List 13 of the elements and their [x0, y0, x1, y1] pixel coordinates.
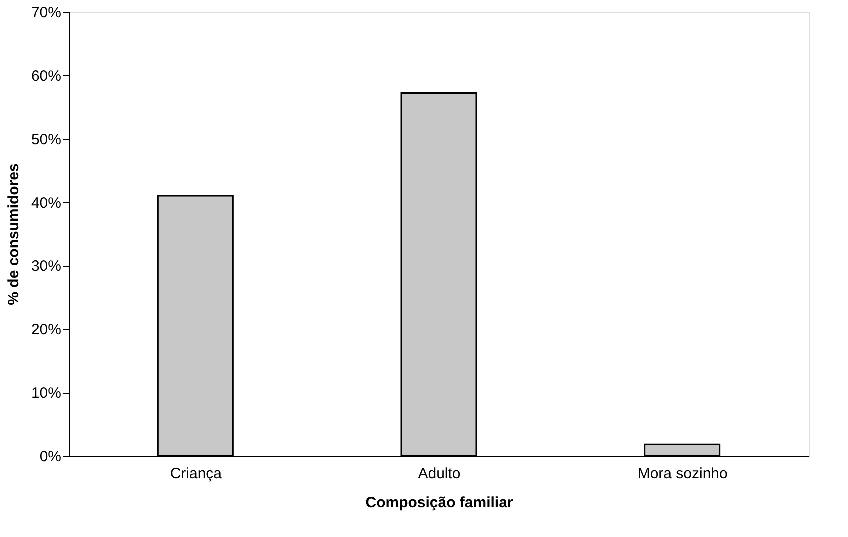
x-tick-label: Adulto	[418, 466, 461, 482]
y-tick-label: 60%	[31, 68, 62, 85]
x-tick-label: Criança	[170, 466, 223, 482]
y-tick-label: 20%	[31, 322, 62, 339]
x-tick-label: Mora sozinho	[638, 466, 728, 482]
y-tick-label: 10%	[31, 385, 62, 402]
y-tick-label: 40%	[31, 194, 62, 212]
y-tick-label: 0%	[40, 448, 62, 466]
y-tick-label: 50%	[31, 131, 62, 148]
y-tick-label: 70%	[31, 4, 62, 22]
y-axis-title: % de consumidores	[5, 164, 22, 306]
y-tick-label: 30%	[31, 258, 62, 276]
x-axis-title: Composição familiar	[366, 494, 514, 512]
